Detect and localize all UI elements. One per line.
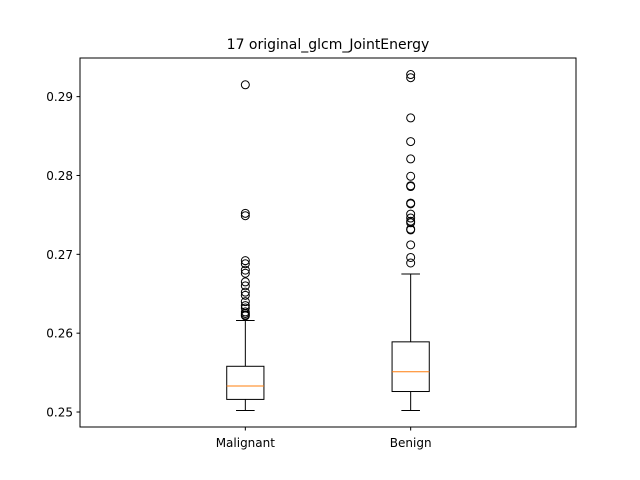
malignant-outlier-point (240, 297, 250, 307)
benign-outlier-point (406, 218, 416, 228)
malignant-box (226, 365, 265, 400)
benign-outlier-point (406, 213, 416, 223)
benign-outlier-point (406, 240, 416, 250)
y-tick-label: 0.27 (46, 248, 73, 262)
y-tick-label: 0.29 (46, 90, 73, 104)
benign-outlier-point (406, 70, 416, 80)
benign-outlier-point (406, 73, 416, 83)
malignant-outlier-point (240, 281, 250, 291)
malignant-outlier-point (240, 256, 250, 266)
benign-outlier-point (406, 258, 416, 268)
malignant-outlier-point (240, 277, 250, 287)
malignant-outlier-point (240, 287, 250, 297)
malignant-outlier-point (240, 80, 250, 90)
benign-outlier-point (406, 182, 416, 192)
benign-outlier-point (406, 199, 416, 209)
malignant-outlier-point (240, 290, 250, 300)
benign-box (391, 341, 430, 393)
malignant-outlier-point (240, 311, 250, 321)
y-tick-label: 0.28 (46, 169, 73, 183)
benign-outlier-point (406, 252, 416, 262)
benign-outlier-point (406, 225, 416, 235)
benign-outlier-point (406, 154, 416, 164)
malignant-outlier-point (240, 259, 250, 269)
malignant-outlier-point (240, 268, 250, 278)
benign-outlier-point (406, 171, 416, 181)
y-tick-label: 0.26 (46, 327, 73, 341)
malignant-outlier-point (240, 265, 250, 275)
benign-outlier-point (406, 137, 416, 147)
axes-frame (79, 57, 577, 428)
x-tick-label-benign: Benign (390, 436, 432, 450)
chart-title: 17 original_glcm_JointEnergy (227, 37, 430, 53)
malignant-outlier-point (240, 208, 250, 218)
y-tick-label: 0.25 (46, 406, 73, 420)
benign-outlier-point (406, 113, 416, 123)
x-tick-label-malignant: Malignant (216, 436, 276, 450)
malignant-outlier-point (240, 211, 250, 221)
benign-outlier-point (406, 209, 416, 219)
